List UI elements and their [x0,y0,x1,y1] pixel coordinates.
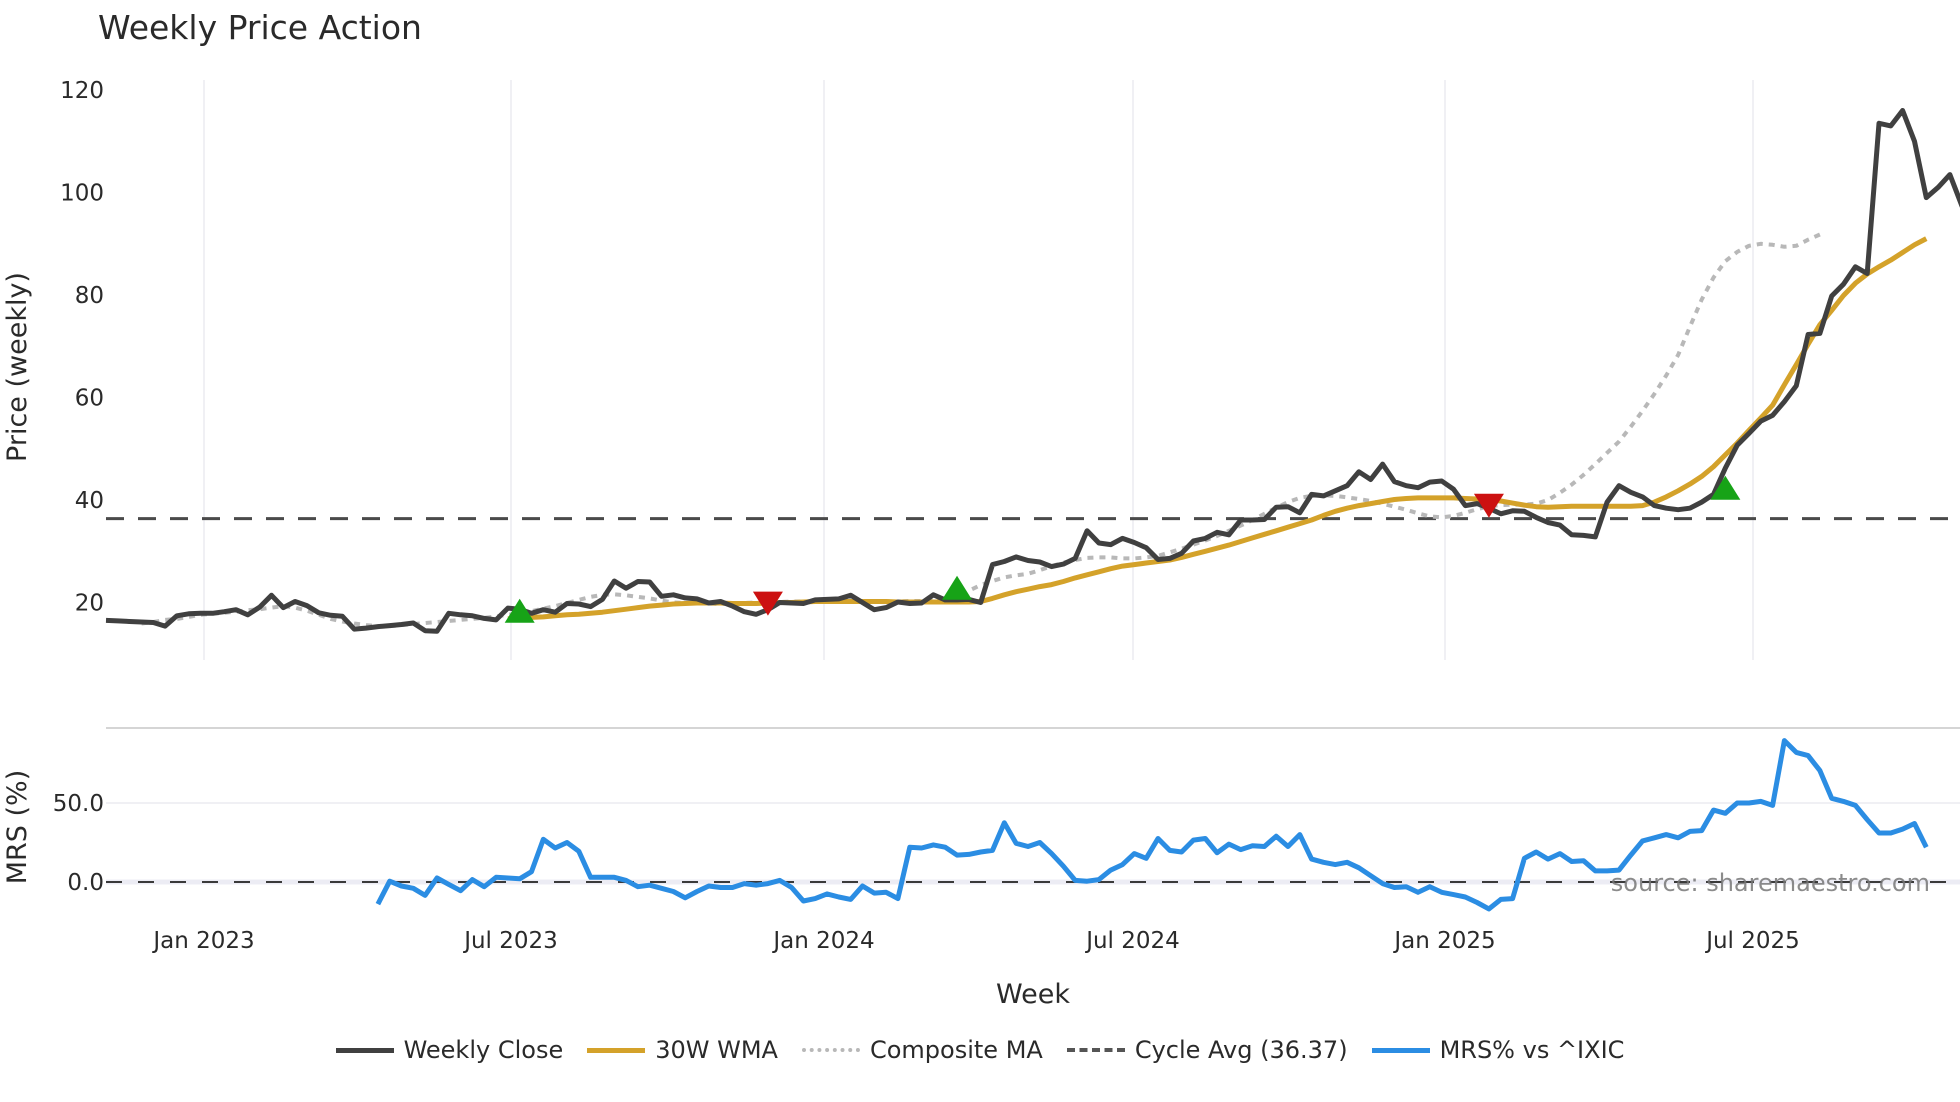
svg-text:Jan 2025: Jan 2025 [1392,928,1495,954]
wma-swatch-icon [587,1047,646,1053]
mrs-gridlines [106,727,1960,885]
wma-30w-line [507,236,1928,622]
mrs-y-axis: 0.0 50.0 [53,791,104,896]
price-gridlines [203,80,1754,660]
legend-label: 30W WMA [655,1036,778,1064]
svg-text:0.0: 0.0 [67,870,104,896]
legend-item-weekly-close[interactable]: Weekly Close [335,1036,564,1064]
mrs-y-axis-label: MRS (%) [2,770,33,885]
legend-item-wma[interactable]: 30W WMA [587,1036,778,1064]
mrs-line [375,738,1929,912]
svg-text:50.0: 50.0 [53,791,104,817]
weekly-close-line [105,108,1960,634]
legend-item-mrs[interactable]: MRS% vs ^IXIC [1371,1036,1625,1064]
legend-label: Weekly Close [403,1036,564,1064]
svg-text:Jul 2025: Jul 2025 [1704,928,1800,954]
legend-label: Composite MA [869,1036,1043,1064]
svg-text:120: 120 [60,78,104,104]
legend-label: MRS% vs ^IXIC [1439,1036,1625,1064]
mrs-swatch-icon [1371,1047,1430,1053]
svg-text:60: 60 [75,386,104,412]
svg-text:80: 80 [75,283,104,309]
svg-text:20: 20 [75,591,104,617]
x-axis-label: Week [996,979,1070,1010]
signal-markers [504,475,1741,623]
legend-label: Cycle Avg (36.37) [1134,1036,1348,1064]
legend-item-cycle-avg[interactable]: Cycle Avg (36.37) [1066,1036,1348,1064]
svg-text:Jul 2023: Jul 2023 [462,928,558,954]
legend: Weekly Close 30W WMA Composite MA Cycle … [0,1036,1960,1064]
chart-title: Weekly Price Action [98,8,422,47]
price-y-axis: 20 40 60 80 100 120 [60,78,104,617]
svg-text:40: 40 [75,488,104,514]
svg-text:Jan 2023: Jan 2023 [151,928,254,954]
x-axis: Jan 2023 Jul 2023 Jan 2024 Jul 2024 Jan 2025… [151,928,1799,954]
svg-text:100: 100 [60,181,104,207]
weekly-close-swatch-icon [335,1047,394,1053]
svg-text:Jul 2024: Jul 2024 [1084,928,1180,954]
legend-item-composite-ma[interactable]: Composite MA [801,1036,1043,1064]
price-y-axis-label: Price (weekly) [2,272,33,462]
source-annotation: source: sharemaestro.com [1611,869,1930,897]
svg-text:Jan 2024: Jan 2024 [771,928,874,954]
composite-ma-swatch-icon [801,1048,860,1052]
composite-ma-line [141,232,1821,629]
cycle-avg-swatch-icon [1066,1048,1125,1052]
